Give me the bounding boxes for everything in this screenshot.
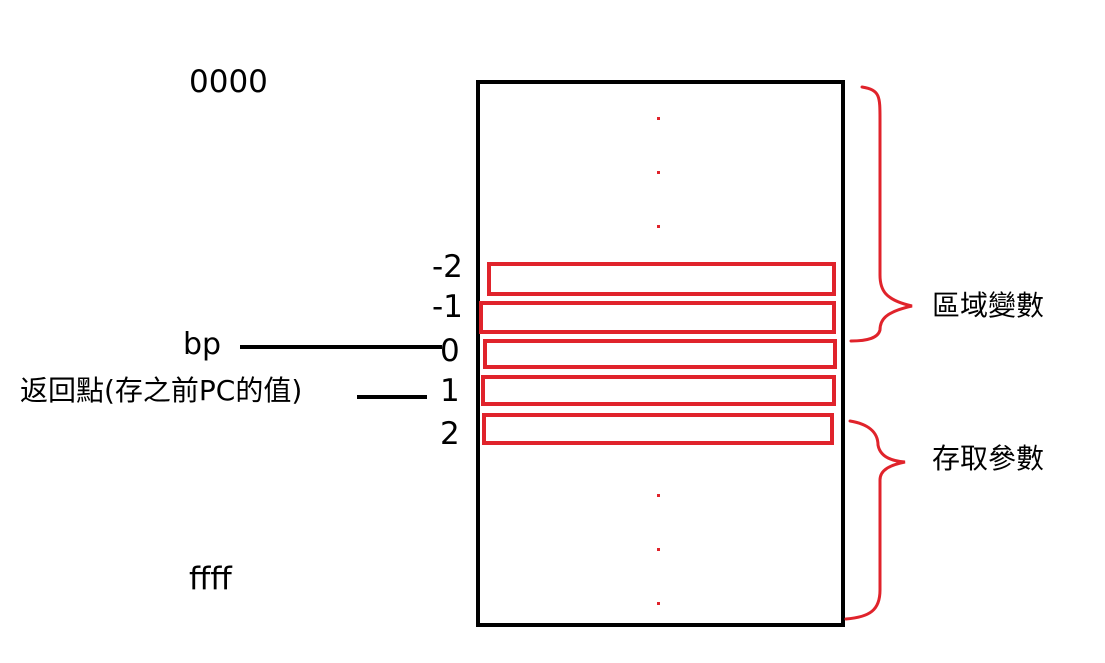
ellipsis-dot [657, 602, 660, 605]
ellipsis-dot [657, 225, 660, 228]
return-point-label: 返回點(存之前PC的值) [20, 374, 303, 407]
local-variables-label: 區域變數 [932, 289, 1045, 322]
offset-label: 1 [440, 373, 460, 409]
stack-slot-0 [483, 339, 837, 369]
address-bottom-label: ffff [189, 561, 232, 597]
offset-label: -1 [432, 289, 463, 325]
address-top-label: 0000 [189, 64, 268, 100]
ellipsis-dot [657, 494, 660, 497]
stack-slot-1 [481, 375, 836, 406]
access-parameters-label: 存取參數 [932, 442, 1045, 475]
stack-memory-box [476, 80, 845, 627]
offset-label: 0 [440, 333, 460, 369]
bp-pointer-line [240, 345, 442, 349]
params-brace [844, 419, 906, 621]
ellipsis-dot [657, 548, 660, 551]
stack-slot-minus-1 [479, 301, 836, 334]
stack-slot-2 [482, 413, 834, 445]
ellipsis-dot [657, 117, 660, 120]
return-point-pointer-line [357, 395, 427, 399]
offset-label: -2 [432, 249, 463, 285]
stack-slot-minus-2 [487, 262, 836, 296]
ellipsis-dot [657, 171, 660, 174]
bp-label: bp [183, 327, 222, 362]
offset-label: 2 [440, 416, 460, 452]
locals-brace [849, 85, 913, 343]
